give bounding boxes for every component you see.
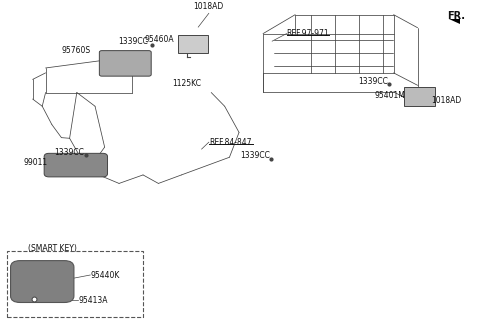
FancyBboxPatch shape — [7, 251, 143, 317]
FancyBboxPatch shape — [178, 35, 208, 53]
Text: REF.97-971: REF.97-971 — [287, 29, 329, 38]
Text: 95401M: 95401M — [375, 91, 406, 100]
Text: 1339CC: 1339CC — [54, 148, 84, 156]
Text: 95760S: 95760S — [61, 46, 90, 55]
Text: 99011: 99011 — [24, 158, 48, 167]
Text: 1018AD: 1018AD — [193, 2, 224, 11]
Text: 95440K: 95440K — [90, 271, 120, 279]
Text: 1125KC: 1125KC — [172, 79, 201, 88]
FancyBboxPatch shape — [404, 87, 435, 106]
Text: 1018AD: 1018AD — [431, 95, 461, 105]
FancyBboxPatch shape — [99, 51, 151, 76]
Text: (SMART KEY): (SMART KEY) — [28, 244, 77, 254]
FancyBboxPatch shape — [11, 261, 74, 302]
Text: 95413A: 95413A — [78, 296, 108, 305]
Text: 1339CC: 1339CC — [240, 151, 270, 160]
Polygon shape — [449, 19, 460, 25]
Text: 1339CC: 1339CC — [118, 37, 148, 46]
FancyBboxPatch shape — [44, 153, 108, 177]
Text: 1339CC: 1339CC — [358, 76, 388, 86]
Text: REF.84-847: REF.84-847 — [209, 138, 252, 147]
Text: 95460A: 95460A — [144, 35, 174, 44]
Text: FR.: FR. — [446, 11, 465, 21]
